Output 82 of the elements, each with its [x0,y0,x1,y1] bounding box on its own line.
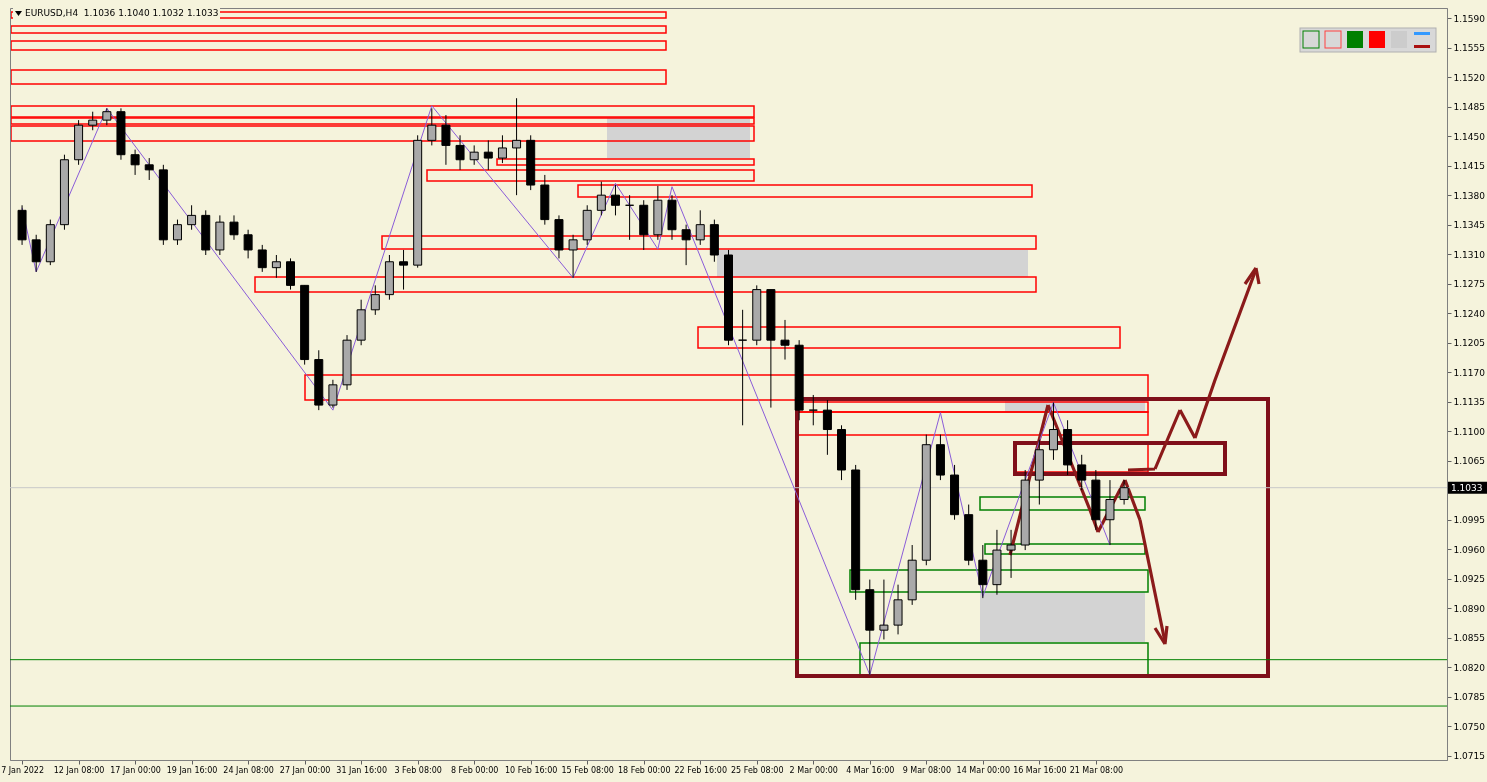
y-tick-label: 1.1590 [1453,13,1486,24]
candlestick [88,111,98,131]
y-tick-label: 1.0855 [1453,633,1485,644]
y-tick-label: 1.1240 [1453,308,1486,319]
y-tick-label: 1.0960 [1453,544,1486,555]
candlestick [243,229,253,259]
candlestick [879,579,889,640]
y-tick-label: 1.1555 [1453,43,1485,54]
x-tick-label: 2 Mar 00:00 [789,765,838,775]
y-tick-label: 1.1170 [1453,367,1486,378]
candlestick [144,157,154,181]
x-tick-label: 9 Mar 08:00 [902,765,951,775]
candlestick [455,134,465,171]
candlestick [271,254,281,279]
y-tick-label: 1.1450 [1453,131,1486,142]
candlestick [497,134,507,164]
y-tick-label: 1.1135 [1453,397,1485,408]
y-tick-label: 1.1065 [1453,456,1485,467]
x-tick-label: 27 Jan 00:00 [279,765,331,775]
y-tick-label: 1.1485 [1453,102,1485,113]
x-tick-label: 16 Mar 16:00 [1013,765,1067,775]
y-tick-label: 1.0820 [1453,662,1486,673]
candlestick [610,184,620,216]
y-tick-label: 1.0715 [1453,751,1485,762]
x-tick-label: 15 Feb 08:00 [561,765,614,775]
candlestick [441,114,451,166]
x-tick-label: 10 Feb 16:00 [504,765,558,775]
candlestick [427,107,437,146]
y-tick-label: 1.1415 [1453,161,1485,172]
y-tick-label: 1.0750 [1453,721,1486,732]
y-tick-label: 1.0785 [1453,692,1485,703]
candlestick [229,214,239,241]
candlestick [483,139,493,171]
candlestick [1119,479,1129,506]
candlestick [1006,529,1016,579]
candlestick [172,219,182,246]
y-tick-label: 1.0890 [1453,603,1486,614]
y-tick-label: 1.1520 [1453,72,1486,83]
candlestick [568,234,578,279]
y-tick-label: 1.1310 [1453,249,1486,260]
candlestick [596,181,606,216]
x-tick-label: 21 Mar 08:00 [1069,765,1124,775]
candlestick [780,319,790,361]
candlestick [1105,479,1115,546]
x-tick-label: 14 Mar 00:00 [956,765,1011,775]
candlestick [808,394,818,426]
ref-line-label: 1.1033 [1451,482,1483,493]
candlestick [469,144,479,166]
candlestick [286,257,296,291]
candlestick [187,204,197,231]
candlestick [695,209,705,246]
y-tick-label: 1.1275 [1453,279,1485,290]
x-tick-label: 25 Feb 08:00 [731,765,784,775]
candlestick [370,284,380,316]
candlestick [328,379,338,409]
x-tick-label: 19 Jan 16:00 [166,765,218,775]
y-tick-label: 1.1380 [1453,190,1486,201]
y-tick-label: 1.0995 [1453,515,1485,526]
candlestick [1048,402,1058,461]
x-tick-label: 31 Jan 16:00 [336,765,387,775]
candlestick [257,244,267,273]
candlestick [31,234,41,273]
x-tick-label: 18 Feb 00:00 [617,765,671,775]
x-tick-label: 22 Feb 16:00 [674,765,727,775]
y-tick-label: 1.1205 [1453,338,1485,349]
x-tick-label: 8 Feb 00:00 [450,765,499,775]
x-tick-label: 12 Jan 08:00 [53,765,105,775]
x-tick-label: 7 Jan 2022 [1,765,44,775]
candlestick [1077,454,1087,491]
y-tick-label: 1.1345 [1453,220,1485,231]
x-tick-label: 3 Feb 08:00 [394,765,442,775]
y-tick-label: 1.1100 [1453,426,1486,437]
candlestick [399,249,409,291]
y-tick-label: 1.0925 [1453,574,1485,585]
candlestick [681,224,691,266]
chart-title: EURUSD,H4 1.1036 1.1040 1.1032 1.1033 [25,8,219,18]
candlestick [822,399,832,456]
candlestick [130,149,140,176]
candlestick [512,97,522,196]
x-tick-label: 17 Jan 00:00 [110,765,161,775]
x-tick-label: 24 Jan 08:00 [223,765,274,775]
x-tick-label: 4 Mar 16:00 [846,765,895,775]
